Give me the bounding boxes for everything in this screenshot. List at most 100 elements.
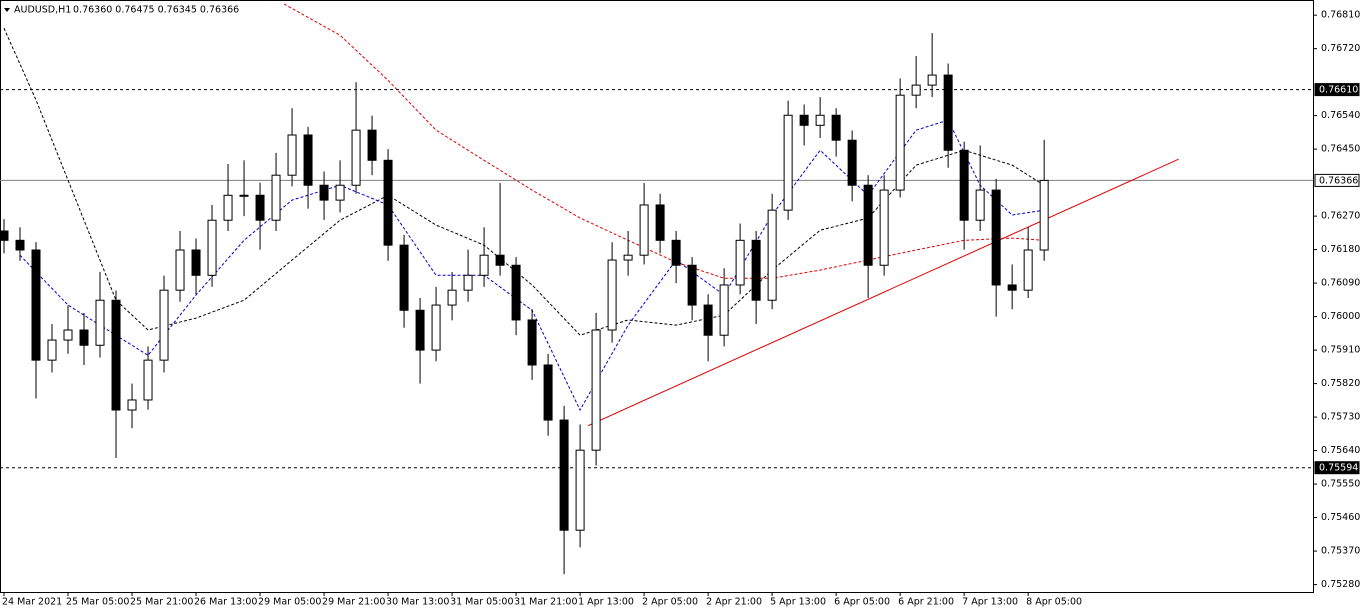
candle-body — [991, 189, 1001, 286]
y-tick-label: 0.76450 — [1321, 144, 1360, 155]
candle-body — [447, 289, 457, 306]
x-tick-label: 5 Apr 13:00 — [770, 597, 826, 608]
candle-body — [1023, 249, 1033, 291]
candle-body — [799, 114, 809, 126]
y-tick-label: 0.76000 — [1321, 311, 1360, 322]
x-tick-label: 24 Mar 2021 — [2, 597, 62, 608]
x-tick-label: 30 Mar 13:00 — [386, 597, 449, 608]
candle-body — [655, 204, 665, 241]
candle-body — [703, 304, 713, 336]
y-tick-label: 0.75550 — [1321, 479, 1360, 490]
x-tick-label: 31 Mar 05:00 — [450, 597, 513, 608]
x-tick-label: 25 Mar 05:00 — [66, 597, 129, 608]
candle-body — [1039, 179, 1049, 251]
y-tick-label: 0.75820 — [1321, 378, 1360, 389]
candle-body — [175, 249, 185, 291]
y-tick-label: 0.76540 — [1321, 110, 1360, 121]
y-tick-label: 0.76090 — [1321, 278, 1360, 289]
candle-body — [959, 149, 969, 221]
candle-body — [895, 94, 905, 191]
candle-body — [783, 114, 793, 211]
candle-body — [927, 74, 937, 86]
moving-average — [3, 27, 1045, 336]
candle-body — [767, 209, 777, 301]
candle-body — [495, 254, 505, 266]
level-label-box — [1314, 461, 1360, 475]
candle-body — [527, 319, 537, 366]
level-label: 0.75594 — [1319, 463, 1358, 474]
plot-area — [0, 3, 1313, 575]
candle-body — [687, 264, 697, 306]
x-tick-label: 6 Apr 05:00 — [834, 597, 890, 608]
x-tick-label: 29 Mar 21:00 — [322, 597, 385, 608]
y-tick-label: 0.76810 — [1321, 10, 1360, 21]
x-tick-label: 25 Mar 21:00 — [130, 597, 193, 608]
candle-body — [863, 184, 873, 266]
y-tick-label: 0.75370 — [1321, 546, 1360, 557]
moving-average — [283, 3, 1045, 279]
y-tick-label: 0.75460 — [1321, 512, 1360, 523]
x-tick-label: 7 Apr 13:00 — [962, 597, 1018, 608]
candle-body — [399, 244, 409, 311]
candle-body — [607, 259, 617, 331]
candle-body — [639, 204, 649, 256]
y-tick-label: 0.76180 — [1321, 244, 1360, 255]
candle-body — [223, 194, 233, 221]
candle-body — [47, 339, 57, 361]
candle-body — [383, 159, 393, 246]
candle-body — [79, 329, 89, 346]
candle-body — [623, 254, 633, 261]
y-tick-label: 0.76720 — [1321, 43, 1360, 54]
candle-body — [847, 139, 857, 186]
x-tick-label: 1 Apr 13:00 — [578, 597, 634, 608]
trend-line — [587, 158, 1179, 427]
candle-body — [335, 184, 345, 201]
candle-body — [831, 114, 841, 141]
y-tick-label: 0.75280 — [1321, 579, 1360, 590]
candle-body — [511, 264, 521, 321]
candle-body — [127, 399, 137, 411]
y-tick-label: 0.75730 — [1321, 412, 1360, 423]
candle-body — [143, 359, 153, 401]
candle-body — [911, 84, 921, 96]
candle-body — [255, 194, 265, 221]
plot-frame — [0, 0, 1314, 593]
x-tick-label: 2 Apr 05:00 — [642, 597, 698, 608]
candle-body — [239, 194, 249, 197]
candle-body — [463, 274, 473, 291]
candle-body — [303, 134, 313, 186]
candle-body — [0, 230, 9, 241]
candle-body — [367, 129, 377, 161]
candle-body — [479, 254, 489, 276]
candle-body — [591, 329, 601, 451]
candle-body — [111, 299, 121, 411]
candle-body — [735, 239, 745, 286]
candle-body — [15, 239, 25, 251]
candle-body — [1007, 284, 1017, 291]
header-arrow — [4, 8, 10, 12]
x-tick-label: 8 Apr 05:00 — [1026, 597, 1082, 608]
candle-body — [943, 74, 953, 151]
level-label-box — [1314, 173, 1360, 187]
candle-body — [431, 304, 441, 351]
candle-body — [31, 249, 41, 361]
candle-body — [975, 189, 985, 221]
chart-subtitle: 0.76360 0.76475 0.76345 0.76366 — [73, 5, 239, 16]
x-tick-label: 2 Apr 21:00 — [706, 597, 762, 608]
chart-title: AUDUSD,H1 — [14, 5, 71, 16]
x-tick-label: 31 Mar 21:00 — [514, 597, 577, 608]
candle-body — [287, 134, 297, 176]
moving-average — [19, 119, 1045, 412]
candle-body — [351, 129, 361, 186]
candle-body — [879, 189, 889, 266]
candle-body — [63, 329, 73, 341]
candle-body — [319, 184, 329, 201]
candle-body — [559, 419, 569, 531]
candle-body — [815, 114, 825, 126]
level-label: 0.76366 — [1319, 175, 1358, 186]
y-tick-label: 0.76270 — [1321, 211, 1360, 222]
candle-body — [415, 309, 425, 351]
x-tick-label: 6 Apr 21:00 — [898, 597, 954, 608]
